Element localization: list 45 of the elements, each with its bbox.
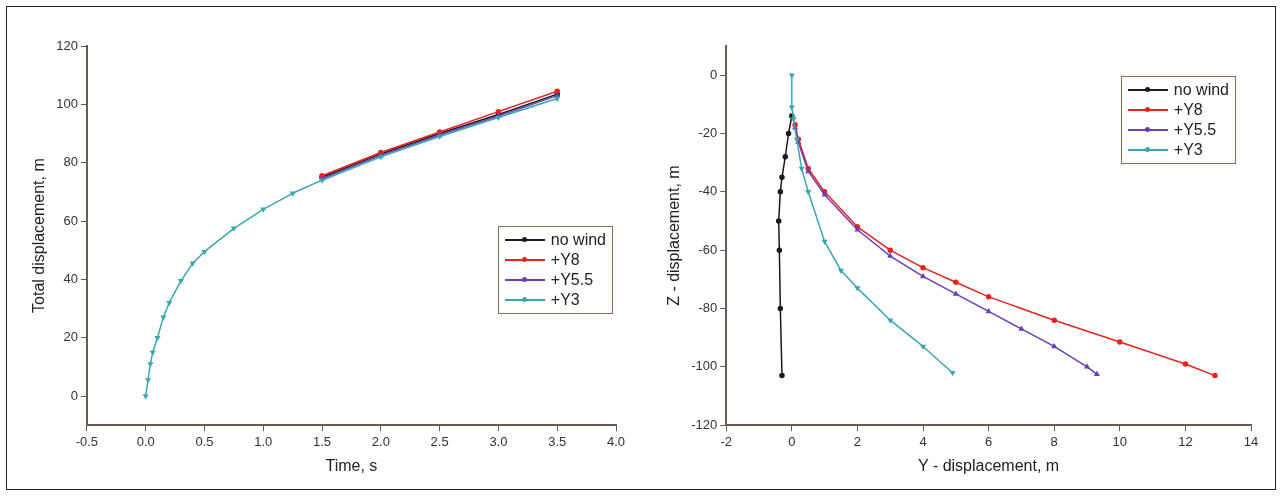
y-axis-title: Total displacement, m [30,158,48,313]
x-axis-title: Y - displacement, m [918,456,1060,474]
x-tick-label: 8 [1050,433,1058,449]
x-tick-label: 0.5 [195,433,214,449]
y-tick-label: -100 [691,358,718,374]
x-tick-label: 1.5 [313,433,332,449]
x-tick-label: 4 [919,433,927,449]
x-tick-label: 6 [984,433,993,449]
x-tick-label: 10 [1112,433,1128,449]
legend-label: +Y8 [1173,101,1203,119]
y-tick-label: -120 [691,416,718,432]
legend-label: +Y3 [1173,141,1203,159]
x-tick-label: 14 [1243,433,1259,449]
x-tick-label: 0.0 [136,433,155,449]
legend-label: no wind [1173,81,1229,99]
legend-label: no wind [550,231,606,249]
legend-label: +Y8 [550,251,580,269]
y-tick-label: 0 [709,66,718,82]
x-tick-label: 4.0 [606,433,626,449]
x-tick-label: -0.5 [75,433,99,449]
y-axis-title: Z - displacement, m [665,165,683,306]
x-tick-label: 3.5 [548,433,567,449]
y-tick-label: 0 [70,387,78,403]
y-tick-label: -80 [698,300,718,316]
legend-label: +Y5.5 [1173,121,1217,139]
legend-label: +Y3 [550,291,580,309]
x-axis-title: Time, s [325,456,378,474]
legend-label: +Y5.5 [550,271,594,289]
y-tick-label: 100 [56,95,78,111]
x-tick-label: 2.5 [430,433,449,449]
y-tick-label: -60 [698,241,718,257]
x-tick-label: 0 [788,433,796,449]
y-tick-label: -40 [698,183,718,199]
y-tick-label: 120 [56,37,78,53]
x-tick-label: 3.0 [489,433,508,449]
y-tick-label: 40 [63,270,78,286]
x-tick-label: 1.0 [254,433,273,449]
x-tick-label: 2.0 [371,433,390,449]
y-tick-label: 60 [63,212,78,228]
x-tick-label: 12 [1178,433,1193,449]
x-tick-label: 2 [853,433,862,449]
y-tick-label: 20 [63,329,78,345]
x-tick-label: -2 [720,433,732,449]
y-tick-label: 80 [63,154,78,170]
y-tick-label: -20 [698,125,718,141]
